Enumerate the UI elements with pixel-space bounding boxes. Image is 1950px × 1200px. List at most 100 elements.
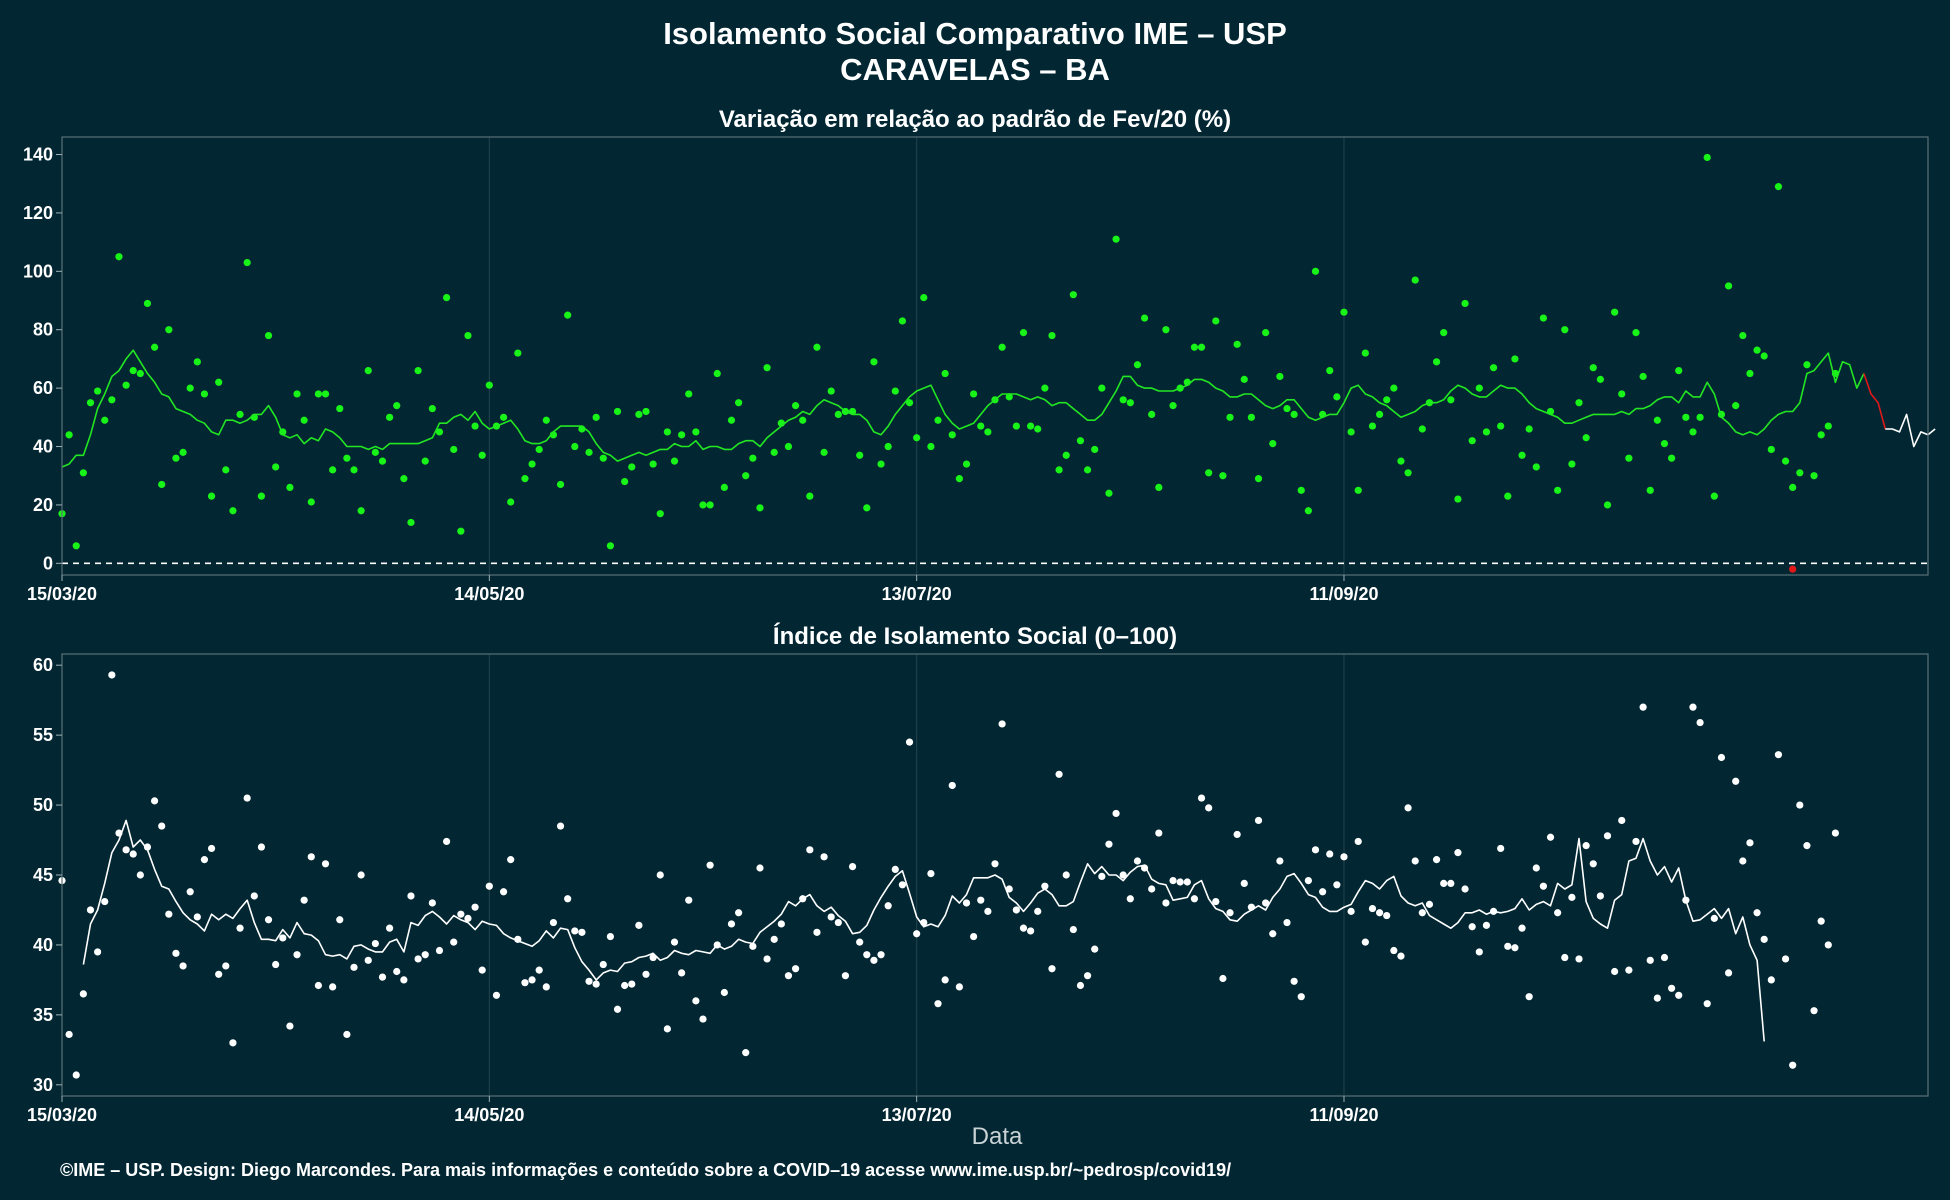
variation-data-point xyxy=(977,422,985,430)
variation-data-point xyxy=(791,402,800,410)
variation-data-point xyxy=(428,404,436,413)
index-data-point xyxy=(1283,918,1291,927)
variation-data-point xyxy=(1361,349,1369,357)
index-data-point xyxy=(848,863,857,871)
index-points xyxy=(58,671,1840,1079)
variation-data-point xyxy=(450,445,458,454)
index-data-point xyxy=(763,955,771,963)
index-data-point xyxy=(186,888,194,896)
index-data-point xyxy=(286,1022,294,1030)
variation-data-point xyxy=(834,410,842,418)
index-x-axis: 15/03/20 14/05/20 13/07/20 11/09/20 xyxy=(27,1096,1379,1125)
index-data-point xyxy=(1475,948,1483,956)
index-data-point xyxy=(535,966,543,974)
index-data-point xyxy=(1575,955,1583,963)
variation-data-point xyxy=(243,258,251,267)
variation-data-point xyxy=(1247,413,1255,421)
variation-data-point xyxy=(1668,454,1676,462)
variation-data-point xyxy=(1133,361,1142,369)
variation-data-point xyxy=(457,527,465,535)
index-data-point xyxy=(1803,842,1811,850)
variation-y-tick-label: 80 xyxy=(33,320,53,340)
index-data-point xyxy=(1048,965,1056,973)
index-data-point xyxy=(884,902,892,910)
variation-data-point xyxy=(856,451,864,459)
variation-panel: Variação em relação ao padrão de Fev/20 … xyxy=(23,106,1936,604)
variation-data-point xyxy=(1069,291,1077,299)
index-data-point xyxy=(1561,953,1569,962)
variation-data-point xyxy=(1397,457,1405,465)
index-data-point xyxy=(1418,909,1426,917)
index-data-point xyxy=(1269,930,1277,938)
variation-data-point xyxy=(1354,486,1362,494)
index-data-point xyxy=(1525,993,1533,1001)
variation-data-point xyxy=(863,504,871,512)
variation-data-point xyxy=(264,331,273,340)
index-data-point xyxy=(1447,879,1455,887)
index-data-point xyxy=(1133,857,1142,865)
variation-data-point xyxy=(1368,422,1377,430)
index-data-point xyxy=(770,935,778,943)
variation-data-point xyxy=(820,448,828,456)
variation-data-point xyxy=(343,454,351,462)
index-data-point xyxy=(1639,703,1647,711)
index-data-point xyxy=(321,860,330,868)
index-data-point xyxy=(955,983,963,991)
index-data-point xyxy=(642,970,650,978)
index-data-point xyxy=(428,899,436,907)
index-data-point xyxy=(393,967,401,976)
variation-data-point xyxy=(528,460,536,468)
index-data-point xyxy=(378,973,387,981)
index-data-point xyxy=(471,903,479,911)
index-data-point xyxy=(998,720,1006,728)
variation-data-point xyxy=(101,416,109,424)
index-data-point xyxy=(129,850,137,858)
index-x-tick-label: 15/03/20 xyxy=(27,1105,97,1125)
index-data-point xyxy=(856,938,864,946)
variation-data-point xyxy=(749,454,757,462)
variation-data-point xyxy=(1732,402,1740,410)
variation-data-point xyxy=(1468,437,1476,445)
index-data-point xyxy=(1675,991,1683,999)
variation-data-point xyxy=(706,501,714,509)
variation-data-point xyxy=(727,416,736,424)
index-data-point xyxy=(72,1071,80,1079)
index-data-point xyxy=(1461,885,1469,893)
variation-data-point xyxy=(336,404,344,413)
index-data-point xyxy=(1611,967,1619,976)
variation-data-point xyxy=(414,367,422,375)
index-data-point xyxy=(1083,972,1092,980)
index-data-point xyxy=(400,976,408,984)
variation-data-point xyxy=(1810,472,1818,480)
index-data-point xyxy=(1646,956,1654,964)
index-data-point xyxy=(179,962,187,970)
variation-data-point xyxy=(478,451,486,459)
index-data-point xyxy=(1091,945,1099,953)
index-data-point xyxy=(1176,878,1184,886)
variation-data-point xyxy=(435,428,444,436)
index-data-point xyxy=(556,822,565,830)
index-data-point xyxy=(1169,876,1177,885)
index-data-point xyxy=(628,980,636,988)
index-data-point xyxy=(1012,906,1020,914)
variation-data-point xyxy=(272,463,280,471)
variation-data-point xyxy=(499,413,508,421)
variation-data-point xyxy=(1333,393,1341,401)
variation-data-point xyxy=(905,399,914,407)
variation-data-point xyxy=(1710,492,1718,500)
variation-data-point xyxy=(913,434,921,442)
variation-data-point xyxy=(1675,367,1683,375)
index-data-point xyxy=(991,860,999,868)
variation-data-point xyxy=(613,407,622,416)
variation-data-point xyxy=(1689,428,1697,436)
variation-data-point xyxy=(464,331,472,340)
variation-data-point xyxy=(1126,399,1134,407)
variation-data-point xyxy=(763,364,771,372)
index-data-point xyxy=(101,897,109,906)
variation-data-point xyxy=(656,510,664,518)
index-data-point xyxy=(806,846,814,854)
index-y-tick-label: 35 xyxy=(33,1005,53,1025)
variation-data-point xyxy=(1205,469,1213,477)
index-data-point xyxy=(86,906,95,914)
variation-data-point xyxy=(1461,299,1469,308)
